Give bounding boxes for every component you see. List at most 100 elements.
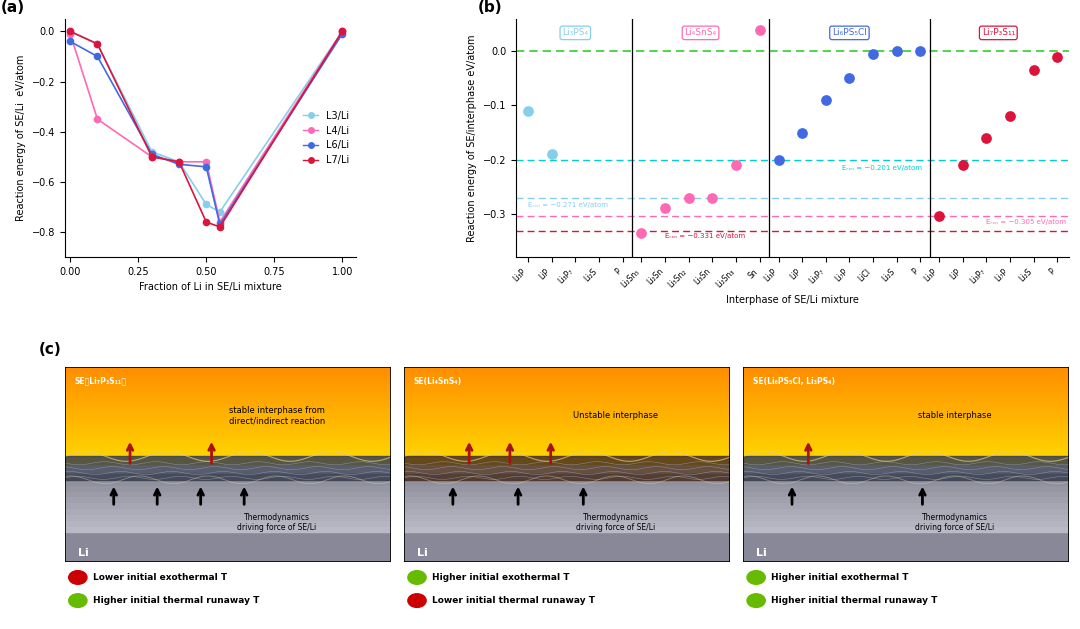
Bar — [404, 503, 730, 509]
Bar — [743, 416, 1069, 419]
Bar — [404, 428, 730, 431]
Bar — [65, 474, 391, 562]
Bar — [743, 419, 1069, 422]
Bar — [743, 380, 1069, 383]
Bar — [743, 474, 1069, 480]
Text: Lower initial thermal runaway T: Lower initial thermal runaway T — [432, 596, 595, 605]
Bar — [404, 474, 730, 480]
Text: SE(Li₆PS₅Cl, Li₃PS₄): SE(Li₆PS₅Cl, Li₃PS₄) — [753, 377, 835, 386]
X-axis label: Fraction of Li in SE/Li mixture: Fraction of Li in SE/Li mixture — [139, 282, 282, 292]
Bar — [65, 503, 391, 509]
Bar — [404, 474, 730, 562]
Bar — [743, 374, 1069, 377]
Bar — [743, 461, 1069, 464]
Text: Li₄SnS₄: Li₄SnS₄ — [685, 28, 717, 37]
Text: Eᵣₓₙ = −0.331 eV/atom: Eᵣₓₙ = −0.331 eV/atom — [665, 233, 745, 239]
Point — [657, 203, 674, 213]
Bar — [404, 412, 730, 416]
Bar — [743, 458, 1069, 461]
Legend: L3/Li, L4/Li, L6/Li, L7/Li: L3/Li, L4/Li, L6/Li, L7/Li — [301, 109, 351, 167]
Bar — [404, 374, 730, 377]
Circle shape — [69, 571, 87, 584]
Text: Li₆PS₅Cl: Li₆PS₅Cl — [832, 28, 867, 37]
Bar — [743, 457, 1069, 480]
Point — [977, 133, 995, 143]
Bar — [65, 515, 391, 521]
Bar — [404, 380, 730, 383]
Bar — [65, 461, 391, 464]
Bar — [65, 498, 391, 503]
Bar — [65, 396, 391, 399]
Bar — [404, 486, 730, 491]
Point — [864, 49, 881, 59]
Point — [704, 192, 721, 203]
Point — [912, 47, 929, 57]
Y-axis label: Reaction energy of SE/interphase eV/atom: Reaction energy of SE/interphase eV/atom — [468, 34, 477, 242]
Point — [888, 47, 905, 57]
Bar — [743, 428, 1069, 431]
Bar — [743, 425, 1069, 428]
Text: SE（Li₇P₃S₁₁）: SE（Li₇P₃S₁₁） — [75, 377, 126, 386]
Bar — [743, 393, 1069, 396]
Text: Higher initial thermal runaway T: Higher initial thermal runaway T — [93, 596, 259, 605]
Bar — [65, 383, 391, 386]
Text: Li₇P₃S₁₁: Li₇P₃S₁₁ — [982, 28, 1015, 37]
Bar — [743, 480, 1069, 486]
Bar — [65, 457, 391, 480]
Bar — [743, 367, 1069, 370]
Bar — [404, 393, 730, 396]
Bar — [404, 406, 730, 409]
Text: Li₃PS₄: Li₃PS₄ — [563, 28, 589, 37]
Bar — [65, 455, 391, 458]
Bar — [743, 451, 1069, 455]
Text: (b): (b) — [477, 0, 502, 14]
Bar — [743, 486, 1069, 491]
Bar — [65, 370, 391, 374]
Point — [519, 106, 537, 116]
Text: Unstable interphase: Unstable interphase — [573, 411, 659, 420]
Bar — [404, 442, 730, 445]
Point — [955, 160, 972, 170]
Text: Eᵣₓₙ = −0.305 eV/atom: Eᵣₓₙ = −0.305 eV/atom — [986, 219, 1066, 225]
Bar — [65, 386, 391, 389]
Bar — [65, 521, 391, 526]
Point — [931, 211, 948, 221]
Bar — [404, 435, 730, 438]
Bar — [743, 448, 1069, 451]
Bar — [743, 412, 1069, 416]
Point — [841, 74, 859, 84]
Text: Higher initial exothermal T: Higher initial exothermal T — [771, 573, 908, 582]
Point — [543, 149, 561, 159]
Bar — [743, 491, 1069, 498]
Circle shape — [408, 571, 427, 584]
Bar — [65, 393, 391, 396]
Bar — [65, 451, 391, 455]
Bar — [404, 422, 730, 425]
Bar — [404, 448, 730, 451]
Text: SE(Li₄SnS₄): SE(Li₄SnS₄) — [414, 377, 462, 386]
Text: Eᵣₓₙ = −0.271 eV/atom: Eᵣₓₙ = −0.271 eV/atom — [528, 203, 608, 208]
Bar — [65, 474, 391, 480]
Bar — [65, 491, 391, 498]
Bar — [743, 435, 1069, 438]
Bar — [743, 498, 1069, 503]
Bar — [743, 386, 1069, 389]
Bar — [404, 458, 730, 461]
Bar — [65, 422, 391, 425]
X-axis label: Interphase of SE/Li mixture: Interphase of SE/Li mixture — [726, 294, 860, 304]
Point — [770, 155, 787, 165]
Bar — [743, 521, 1069, 526]
Text: Higher initial exothermal T: Higher initial exothermal T — [432, 573, 569, 582]
Bar — [743, 399, 1069, 403]
Bar — [743, 389, 1069, 393]
Bar — [404, 386, 730, 389]
Bar — [404, 431, 730, 435]
Bar — [743, 422, 1069, 425]
Bar — [404, 370, 730, 374]
Bar — [743, 383, 1069, 386]
Bar — [404, 509, 730, 515]
Bar — [65, 435, 391, 438]
Bar — [404, 409, 730, 412]
Bar — [404, 526, 730, 532]
Text: stable interphase: stable interphase — [918, 411, 991, 420]
